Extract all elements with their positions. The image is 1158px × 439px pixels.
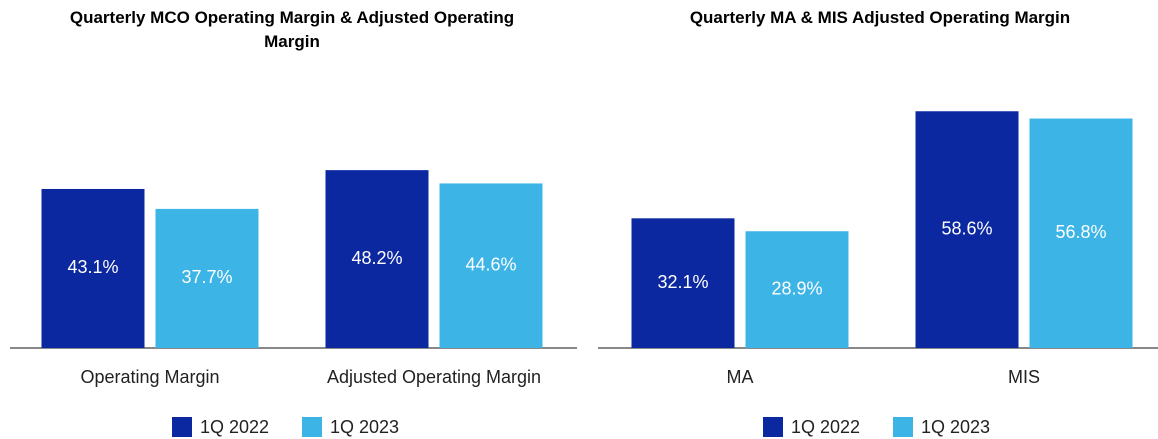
bar <box>325 170 429 348</box>
bar <box>745 231 849 348</box>
data-label: 56.8% <box>1055 222 1106 242</box>
x-tick-label: MA <box>727 367 754 387</box>
data-label: 48.2% <box>351 248 402 268</box>
x-tick-label: Operating Margin <box>80 367 219 387</box>
data-label: 32.1% <box>657 272 708 292</box>
bar <box>631 218 735 348</box>
legend-swatch <box>172 417 192 437</box>
bar <box>155 208 259 348</box>
chart-title: Quarterly MCO Operating Margin & Adjuste… <box>69 8 515 51</box>
legend-label: 1Q 2023 <box>921 417 990 437</box>
data-label: 37.7% <box>181 267 232 287</box>
data-label: 58.6% <box>941 218 992 238</box>
legend-swatch <box>302 417 322 437</box>
x-tick-label: Adjusted Operating Margin <box>327 367 541 387</box>
legend-label: 1Q 2022 <box>791 417 860 437</box>
legend-swatch <box>763 417 783 437</box>
bar <box>1029 118 1133 348</box>
chart-title: Quarterly MA & MIS Adjusted Operating Ma… <box>689 8 1071 27</box>
x-tick-label: MIS <box>1008 367 1040 387</box>
data-label: 43.1% <box>67 257 118 277</box>
data-label: 44.6% <box>465 254 516 274</box>
bar <box>439 183 543 348</box>
data-label: 28.9% <box>771 278 822 298</box>
legend-label: 1Q 2022 <box>200 417 269 437</box>
bar <box>41 188 145 348</box>
bar <box>915 111 1019 348</box>
legend-label: 1Q 2023 <box>330 417 399 437</box>
legend-swatch <box>893 417 913 437</box>
